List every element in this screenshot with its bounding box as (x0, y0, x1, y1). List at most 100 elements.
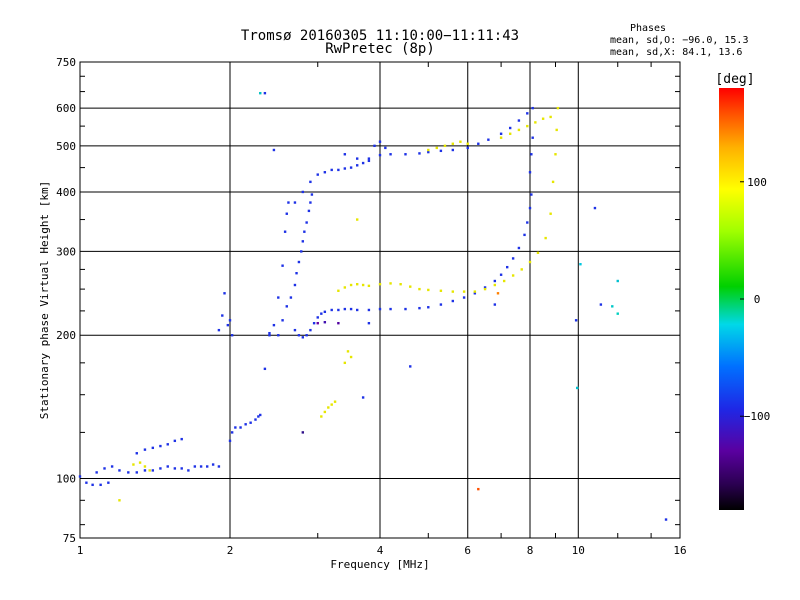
data-point-x-mode (148, 469, 151, 472)
chart-subtitle: RwPretec (8p) (325, 41, 435, 57)
data-point-o-mode (293, 328, 297, 332)
data-point-x-mode (520, 268, 523, 271)
data-point-o-mode (466, 146, 469, 150)
data-point-x-mode (355, 218, 359, 221)
data-point-o-mode (135, 452, 138, 455)
data-point-o-mode (526, 221, 529, 224)
data-point-outlier (576, 386, 579, 390)
data-point-x-mode (333, 400, 337, 403)
colorbar-tick-label: 0 (754, 293, 761, 306)
data-point-o-mode (234, 426, 237, 429)
data-point-x-mode (511, 274, 515, 277)
data-point-x-mode (389, 282, 392, 285)
data-point-o-mode (300, 250, 303, 253)
data-point-o-mode (95, 471, 98, 474)
data-point-x-mode (555, 128, 558, 132)
data-point-o-mode (312, 321, 316, 325)
data-point-x-mode (483, 287, 487, 291)
data-point-outlier (496, 292, 500, 295)
data-point-o-mode (268, 334, 271, 337)
data-point-o-mode (439, 149, 443, 153)
data-point-outlier (259, 91, 262, 95)
data-point-o-mode (523, 233, 526, 237)
data-point-x-mode (541, 117, 545, 120)
data-point-x-mode (493, 283, 497, 287)
data-point-outlier (367, 321, 371, 325)
data-point-o-mode (99, 483, 102, 487)
data-point-o-mode (287, 201, 290, 204)
y-tick-label: 100 (56, 473, 76, 486)
data-point-outlier (579, 263, 582, 266)
data-point-o-mode (110, 465, 114, 468)
gridlines (80, 62, 680, 538)
data-point-o-mode (367, 159, 371, 163)
data-point-x-mode (337, 289, 340, 292)
data-point-o-mode (593, 206, 597, 210)
data-point-o-mode (151, 446, 155, 450)
x-tick-label: 2 (227, 544, 234, 557)
data-point-x-mode (534, 121, 537, 124)
data-point-o-mode (103, 467, 106, 470)
y-axis-label: Stationary phase Virtual Height [km] (38, 181, 51, 419)
data-point-o-mode (259, 413, 262, 417)
data-point-o-mode (244, 423, 247, 426)
data-point-x-mode (451, 290, 455, 293)
x-tick-label: 1 (77, 544, 84, 557)
data-point-o-mode (505, 265, 509, 269)
data-point-x-mode (361, 283, 365, 287)
data-point-x-mode (554, 153, 557, 156)
data-point-o-mode (230, 431, 234, 434)
data-point-o-mode (268, 331, 271, 335)
data-point-x-mode (132, 463, 135, 466)
colorbar-gradient (719, 88, 744, 510)
plot-area: 1 2 4 6 8 10 16 75 100 200 300 400 500 600 750 (56, 56, 687, 557)
data-point-o-mode (499, 132, 503, 135)
data-point-o-mode (462, 296, 466, 299)
data-point-x-mode (143, 465, 147, 468)
data-point-x-mode (526, 124, 529, 128)
data-point-o-mode (239, 426, 242, 429)
data-point-o-mode (187, 469, 190, 472)
x-axis-label: Frequency [MHz] (330, 558, 429, 571)
y-tick-label: 500 (56, 140, 76, 153)
data-point-o-mode (221, 314, 224, 317)
data-point-o-mode (295, 272, 298, 275)
data-point-o-mode (451, 148, 455, 152)
x-tick-label: 16 (673, 544, 686, 557)
data-point-o-mode (378, 307, 382, 311)
data-point-o-mode (574, 319, 578, 322)
data-point-x-mode (118, 499, 121, 502)
data-point-o-mode (530, 193, 533, 196)
data-point-o-mode (263, 91, 267, 95)
data-point-x-mode (473, 290, 477, 293)
phases-x-stats: mean, sd,X: 84.1, 13.6 (610, 47, 742, 58)
data-point-x-mode (536, 251, 540, 255)
x-tick-label: 6 (464, 544, 471, 557)
data-point-o-mode (297, 334, 301, 337)
data-point-o-mode (293, 201, 297, 204)
data-point-o-mode (199, 465, 203, 468)
colorbar-tick-label: −100 (744, 410, 771, 423)
data-point-o-mode (303, 230, 306, 233)
data-point-o-mode (254, 418, 257, 421)
data-point-x-mode (343, 361, 347, 365)
data-point-outlier (616, 279, 619, 283)
data-point-o-mode (389, 307, 392, 311)
data-point-o-mode (349, 307, 353, 311)
data-point-o-mode (477, 142, 480, 145)
data-point-o-mode (166, 443, 169, 446)
data-point-o-mode (409, 365, 412, 368)
data-point-outlier (316, 321, 319, 325)
data-point-x-mode (427, 288, 430, 292)
data-point-o-mode (530, 153, 533, 156)
data-point-o-mode (173, 439, 177, 443)
data-point-x-mode (138, 461, 142, 464)
data-point-o-mode (599, 303, 603, 306)
data-point-o-mode (305, 334, 308, 337)
data-point-outlier (616, 312, 619, 315)
data-point-x-mode (320, 415, 323, 418)
data-point-o-mode (384, 146, 387, 150)
data-point-o-mode (493, 279, 497, 283)
data-point-x-mode (355, 283, 359, 286)
